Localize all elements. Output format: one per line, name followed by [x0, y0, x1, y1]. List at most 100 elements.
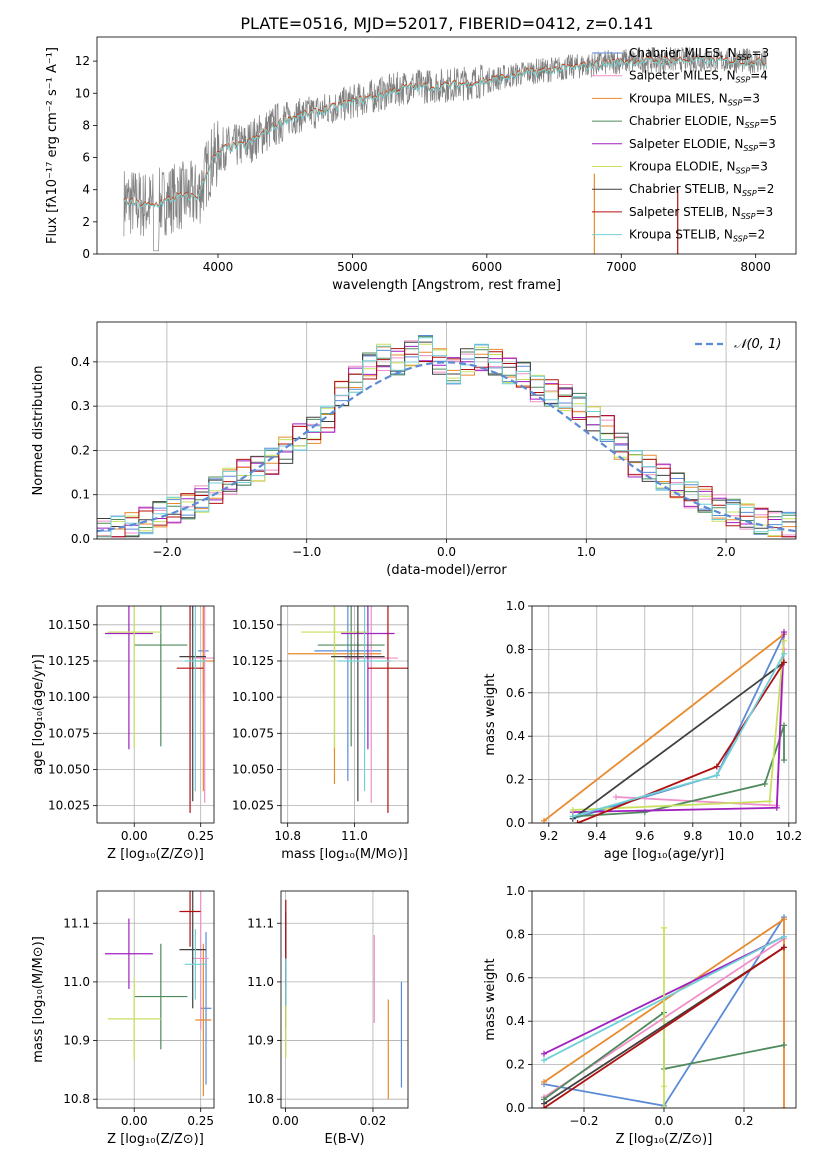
x-tick-label: 0.2 — [734, 1114, 753, 1128]
y-axis-label: age [log₁₀(age/yr)] — [31, 654, 46, 775]
x-tick-label: 0.00 — [121, 829, 148, 843]
y-axis-label: mass weight — [483, 673, 498, 755]
y-tick-label: 11.1 — [63, 916, 90, 930]
plot-spectrum — [123, 46, 767, 254]
legend-label: Salpeter MILES, N — [629, 69, 736, 83]
y-tick-label: 0.2 — [71, 443, 90, 457]
legend-sub: SSP — [737, 53, 752, 62]
y-tick-label: 0 — [82, 247, 90, 261]
chart-weight_vs_Z: −0.2 0.0 0.2 0.0 0.2 0.4 0.6 0.8 1.0 Z [log₁₀(Z/Z… — [483, 884, 797, 1147]
legend-entry: Kroupa ELODIE, NSSP=3 — [629, 160, 768, 176]
errorbar-salp_miles — [194, 606, 214, 803]
chart-spectrum: 4000 5000 6000 7000 8000 0 2 4 6 8 10 12 wavelength … — [45, 36, 797, 293]
legend-sub: SSP — [733, 235, 748, 244]
y-tick-label: 0.4 — [71, 355, 90, 369]
errorbar-salp_elodie — [104, 606, 153, 750]
chart-mass_vs_ebv: 0.00 0.02 10.8 10.9 11.0 11.1 E(B-V) — [247, 890, 409, 1147]
weight-line-chab_stelib — [572, 661, 785, 820]
errorbar-salp_stelib — [176, 606, 204, 813]
y-tick-label: 10.100 — [48, 690, 90, 704]
errorbar-krou_miles — [195, 943, 212, 1097]
errorbar-salp_stelib — [179, 891, 201, 947]
legend-label: Chabrier MILES, N — [629, 46, 737, 60]
y-tick-label: 10.125 — [232, 654, 274, 668]
y-tick-label: 10.150 — [48, 618, 90, 632]
chart-age_vs_mass: 10.8 11.0 10.025 10.050 10.075 10.100 10.125 10… — [232, 605, 409, 862]
errorbar-krou_stelib — [184, 606, 207, 792]
plot-area: 4000 5000 6000 7000 8000 0 2 4 6 8 10 12 wavelength … — [31, 36, 802, 1147]
legend-sub: SSP — [745, 121, 760, 130]
plot-mass_vs_Z — [104, 891, 212, 1097]
legend-sub: SSP — [741, 212, 756, 221]
x-axis-label: E(B-V) — [324, 1132, 364, 1147]
legend-label: Chabrier ELODIE, N — [629, 114, 745, 128]
legend-count: =3 — [750, 160, 768, 174]
y-tick-label: 10.025 — [232, 799, 274, 813]
figure-title: PLATE=0516, MJD=52017, FIBERID=0412, z=0… — [240, 14, 653, 33]
axes-frame — [96, 605, 215, 824]
y-tick-label: 8 — [82, 118, 90, 132]
x-tick-label: 0.00 — [121, 1114, 148, 1128]
errorbar-krou_elodie — [107, 977, 161, 1060]
legend-normal: 𝒩(0, 1) — [734, 337, 781, 352]
legend-label: Chabrier STELIB, N — [629, 182, 742, 196]
y-tick-label: 10.125 — [48, 654, 90, 668]
chart-weight_vs_age: 9.2 9.4 9.6 9.8 10.0 10.2 0.0 0.2 0.4 0.6 0.8 1.0 ag… — [483, 599, 802, 862]
x-tick-label: −1.0 — [292, 545, 321, 559]
y-tick-label: 11.0 — [63, 975, 90, 989]
x-axis-label: wavelength [Angstrom, rest frame] — [332, 278, 561, 293]
weight-line-krou_miles — [543, 633, 785, 822]
errorbar-chab_miles — [314, 606, 382, 782]
legend-count: =2 — [757, 182, 775, 196]
weight-line-chab_miles — [572, 633, 785, 820]
legend-label: Kroupa STELIB, N — [629, 228, 733, 242]
weight-line-salp_stelib — [543, 946, 785, 1108]
errorbar-chab_stelib — [179, 891, 207, 1009]
y-tick-label: 0.2 — [506, 773, 525, 787]
y-tick-label: 0.6 — [506, 686, 525, 700]
errorbar-salp_elodie — [104, 918, 153, 989]
y-tick-label: 0.3 — [71, 399, 90, 413]
y-tick-label: 0.1 — [71, 488, 90, 502]
x-tick-label: 0.25 — [187, 829, 214, 843]
legend-entry: Kroupa STELIB, NSSP=2 — [629, 228, 765, 244]
y-tick-label: 0.0 — [71, 532, 90, 546]
errorbar-krou_stelib — [337, 606, 392, 792]
y-tick-label: 10.8 — [247, 1092, 274, 1106]
weight-line-salp_stelib — [577, 661, 785, 823]
x-tick-label: 9.6 — [635, 829, 654, 843]
x-tick-label: 0.0 — [654, 1114, 673, 1128]
y-tick-label: 6 — [82, 151, 90, 165]
plot-weight_vs_age — [541, 629, 787, 823]
histogram-krou_stelib — [97, 337, 796, 538]
legend-sub: SSP — [728, 98, 743, 107]
legend-entry: Chabrier STELIB, NSSP=2 — [629, 182, 774, 198]
weight-line-krou_elodie — [572, 640, 785, 811]
y-axis-label: mass weight — [483, 958, 498, 1040]
chart-residual: −2.0 −1.0 0.0 1.0 2.0 0.0 0.1 0.2 0.3 0.4 (data-mo… — [31, 321, 797, 578]
legend-entry: Kroupa MILES, NSSP=3 — [629, 91, 760, 107]
x-tick-label: 6000 — [472, 260, 503, 274]
weight-line-krou_stelib — [543, 935, 785, 1062]
y-tick-label: 0.0 — [506, 816, 525, 830]
y-tick-label: 10.8 — [63, 1092, 90, 1106]
data-spectrum — [123, 46, 767, 252]
y-tick-label: 12 — [75, 54, 90, 68]
errorbar-chab_elodie — [134, 943, 188, 1050]
y-tick-label: 4 — [82, 183, 90, 197]
legend-count: =3 — [755, 205, 773, 219]
y-tick-label: 10.050 — [232, 762, 274, 776]
y-tick-label: 10.100 — [232, 690, 274, 704]
x-tick-label: 10.2 — [775, 829, 802, 843]
legend-entry: Salpeter STELIB, NSSP=3 — [629, 205, 773, 221]
y-tick-label: 11.0 — [247, 975, 274, 989]
legend-entry: Salpeter ELODIE, NSSP=3 — [629, 137, 776, 153]
errorbar-krou_elodie — [107, 606, 161, 748]
y-tick-label: 10.075 — [48, 726, 90, 740]
legend-count: =3 — [758, 137, 776, 151]
legend-sub: SSP — [742, 189, 757, 198]
axes-frame — [531, 890, 797, 1109]
errorbar-salp_miles — [344, 606, 398, 803]
y-tick-label: 1.0 — [506, 599, 525, 613]
